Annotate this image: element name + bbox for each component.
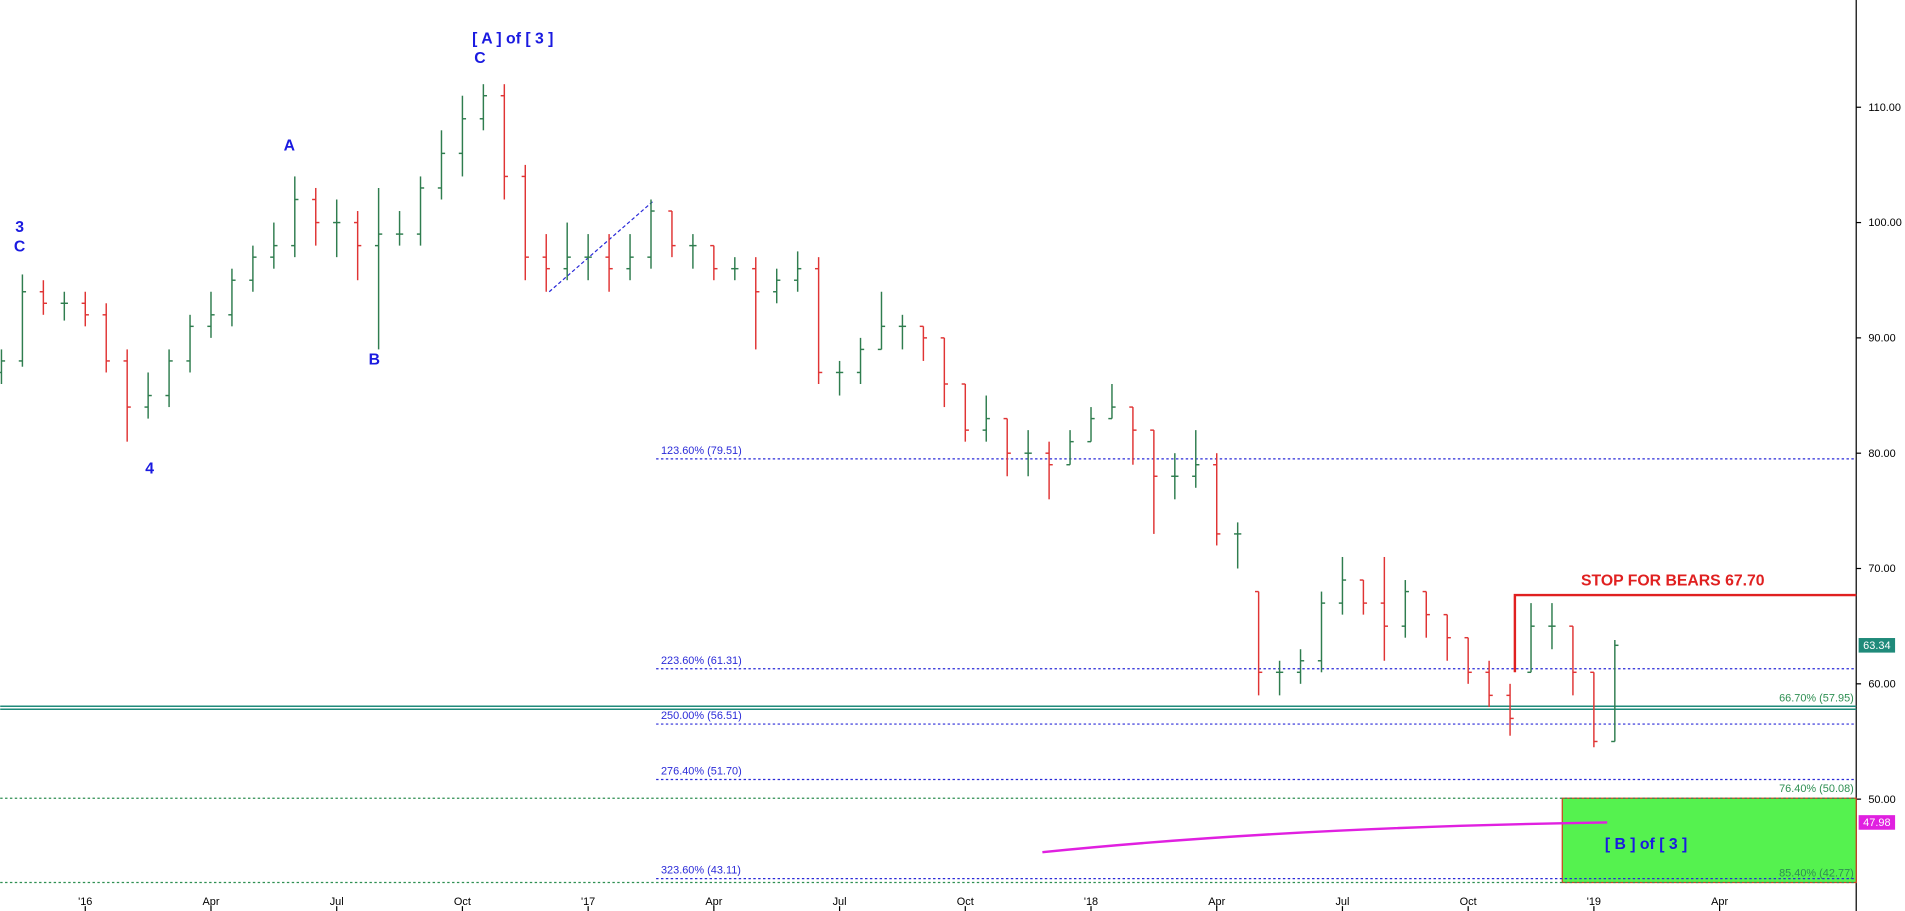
x-tick-label: Jul	[330, 896, 344, 908]
x-tick-label: '19	[1587, 896, 1601, 908]
wave-label: C	[14, 238, 25, 255]
extension-label: 223.60% (61.31)	[661, 655, 742, 667]
retracement-label: 85.40% (42.77)	[1779, 867, 1854, 879]
x-tick-label: Oct	[1460, 896, 1477, 908]
x-tick-label: Jul	[1335, 896, 1349, 908]
extension-label: 323.60% (43.11)	[661, 865, 741, 877]
ma-price-label: 47.98	[1863, 817, 1890, 829]
x-tick-label: '18	[1084, 896, 1098, 908]
wave-label: [ A ] of [ 3 ]	[472, 31, 553, 48]
target-label: [ B ] of [ 3 ]	[1605, 836, 1687, 853]
y-tick-label: 80.00	[1868, 448, 1895, 460]
retracement-label: 66.70% (57.95)	[1779, 692, 1854, 704]
y-tick-label: 70.00	[1868, 563, 1895, 575]
x-tick-label: Oct	[454, 896, 471, 908]
x-tick-label: '17	[581, 896, 595, 908]
wave-label: B	[369, 351, 380, 368]
y-tick-label: 90.00	[1868, 333, 1895, 345]
stop-line	[1513, 593, 1857, 673]
y-tick-label: 110.00	[1868, 102, 1901, 114]
ma-price-box	[1858, 815, 1896, 830]
x-tick-label: Apr	[705, 896, 722, 908]
x-tick-label: '16	[78, 896, 92, 908]
extension-label: 123.60% (79.51)	[661, 445, 742, 457]
wave-label: C	[474, 50, 485, 67]
extension-label: 250.00% (56.51)	[661, 710, 742, 722]
wave-label: 3	[15, 219, 24, 236]
wave-label: A	[284, 138, 295, 155]
y-tick-label: 60.00	[1868, 678, 1895, 690]
x-tick-label: Apr	[202, 896, 219, 908]
x-tick-label: Apr	[1711, 896, 1728, 908]
trend-line	[548, 201, 653, 293]
x-tick-label: Apr	[1208, 896, 1225, 908]
last-price-label: 63.34	[1863, 640, 1890, 652]
last-price-box	[1858, 638, 1896, 653]
moving-average	[1042, 821, 1608, 854]
x-tick-label: Oct	[957, 896, 974, 908]
y-tick-label: 50.00	[1868, 794, 1895, 806]
retracement-label: 76.40% (50.08)	[1779, 783, 1854, 795]
x-tick-label: Jul	[833, 896, 847, 908]
wave-label: 4	[145, 461, 154, 478]
target-box	[1561, 797, 1857, 884]
stop-label: STOP FOR BEARS 67.70	[1581, 572, 1765, 589]
y-tick-label: 100.00	[1868, 217, 1901, 229]
extension-label: 276.40% (51.70)	[661, 766, 742, 778]
